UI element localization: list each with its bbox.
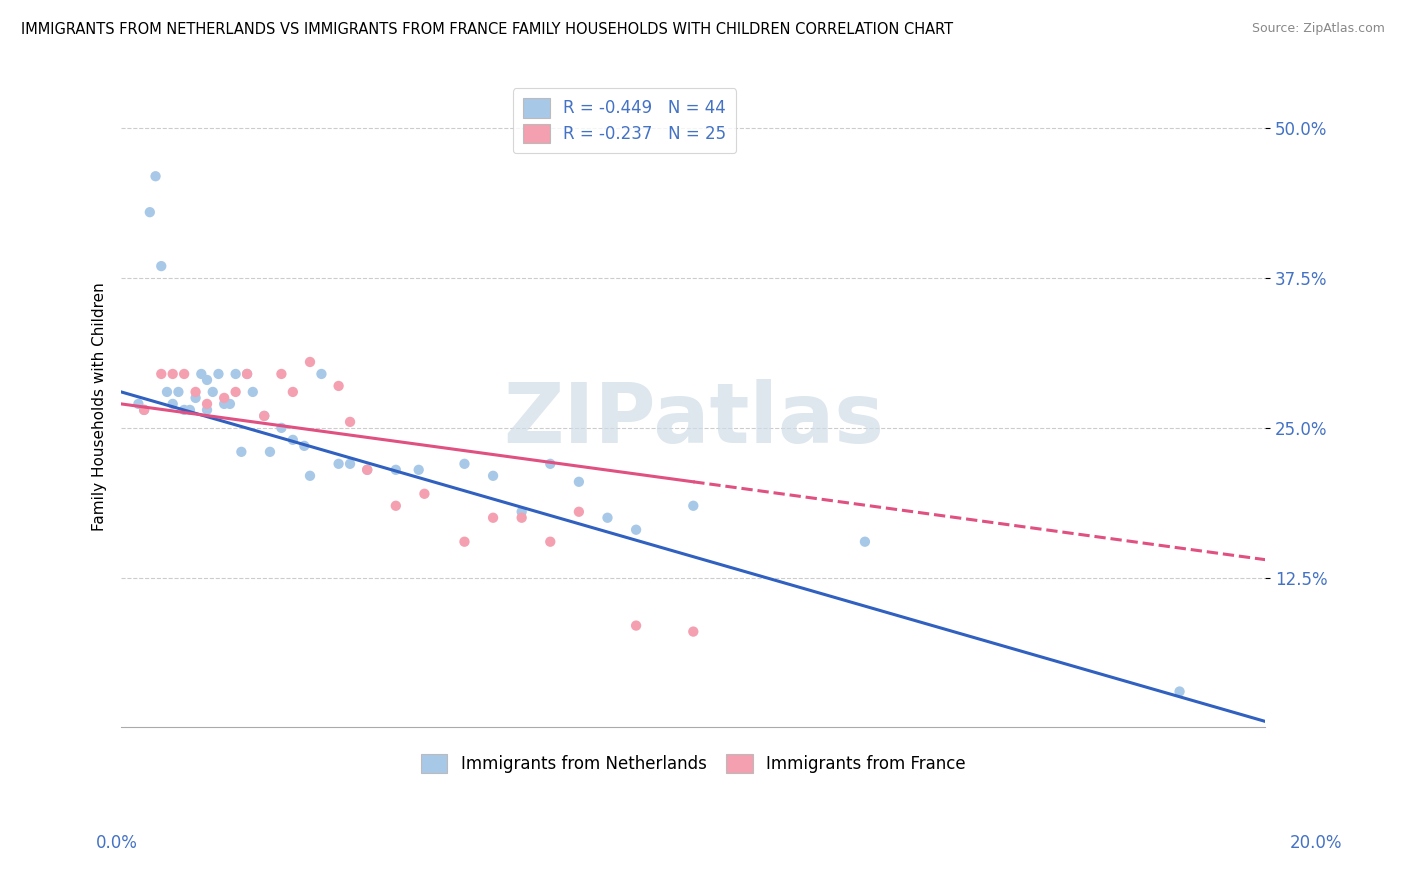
Point <box>281 433 304 447</box>
Point <box>132 403 155 417</box>
Point <box>259 445 281 459</box>
Point <box>162 367 184 381</box>
Text: ZIPatlas: ZIPatlas <box>503 379 884 460</box>
Text: 20.0%: 20.0% <box>1291 834 1343 852</box>
Point <box>1168 684 1191 698</box>
Point <box>156 384 179 399</box>
Point <box>270 367 292 381</box>
Point <box>219 397 242 411</box>
Point <box>195 403 218 417</box>
Point <box>184 384 207 399</box>
Point <box>150 367 173 381</box>
Point <box>385 463 408 477</box>
Point <box>568 475 591 489</box>
Point <box>356 463 378 477</box>
Point <box>253 409 276 423</box>
Text: 0.0%: 0.0% <box>96 834 138 852</box>
Point <box>298 355 321 369</box>
Point <box>453 534 475 549</box>
Point <box>231 445 253 459</box>
Point <box>236 367 259 381</box>
Point <box>408 463 430 477</box>
Point <box>167 384 190 399</box>
Point <box>212 391 235 405</box>
Point <box>413 487 436 501</box>
Point <box>568 505 591 519</box>
Point <box>173 403 195 417</box>
Point <box>339 415 361 429</box>
Point <box>510 505 533 519</box>
Text: IMMIGRANTS FROM NETHERLANDS VS IMMIGRANTS FROM FRANCE FAMILY HOUSEHOLDS WITH CHI: IMMIGRANTS FROM NETHERLANDS VS IMMIGRANT… <box>21 22 953 37</box>
Point <box>145 169 167 184</box>
Point <box>195 397 218 411</box>
Point <box>225 384 247 399</box>
Point <box>201 384 224 399</box>
Point <box>292 439 315 453</box>
Point <box>328 379 350 393</box>
Point <box>195 373 218 387</box>
Point <box>624 618 647 632</box>
Point <box>624 523 647 537</box>
Point <box>385 499 408 513</box>
Point <box>281 384 304 399</box>
Point <box>482 510 505 524</box>
Point <box>190 367 212 381</box>
Point <box>127 397 149 411</box>
Y-axis label: Family Households with Children: Family Households with Children <box>93 283 107 532</box>
Point <box>538 534 561 549</box>
Point <box>682 499 704 513</box>
Legend: Immigrants from Netherlands, Immigrants from France: Immigrants from Netherlands, Immigrants … <box>411 744 976 783</box>
Point <box>212 397 235 411</box>
Point <box>139 205 162 219</box>
Point <box>453 457 475 471</box>
Point <box>225 367 247 381</box>
Point <box>184 391 207 405</box>
Point <box>270 421 292 435</box>
Point <box>538 457 561 471</box>
Point <box>253 409 276 423</box>
Point <box>207 367 229 381</box>
Text: Source: ZipAtlas.com: Source: ZipAtlas.com <box>1251 22 1385 36</box>
Point <box>179 403 201 417</box>
Point <box>596 510 619 524</box>
Point <box>482 468 505 483</box>
Point <box>853 534 876 549</box>
Point <box>356 463 378 477</box>
Point <box>328 457 350 471</box>
Point <box>682 624 704 639</box>
Point <box>242 384 264 399</box>
Point <box>298 468 321 483</box>
Point <box>150 259 173 273</box>
Point <box>173 367 195 381</box>
Point <box>132 403 155 417</box>
Point <box>162 397 184 411</box>
Point <box>339 457 361 471</box>
Point <box>236 367 259 381</box>
Point <box>311 367 333 381</box>
Point <box>510 510 533 524</box>
